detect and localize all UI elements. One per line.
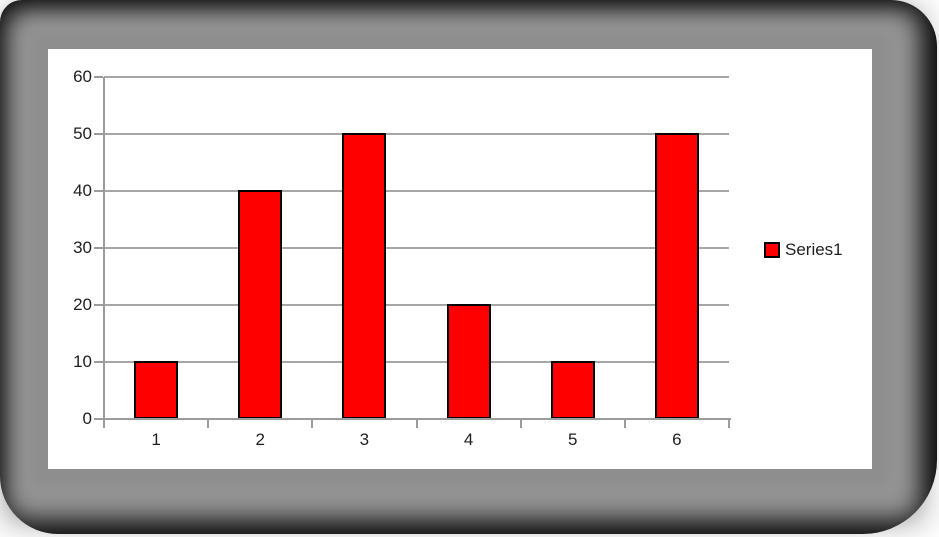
x-axis-tick-label: 5: [568, 430, 578, 449]
x-tick-mark: [207, 420, 210, 428]
y-axis-tick-label: 50: [73, 124, 92, 143]
x-axis-tick-label: 2: [255, 430, 265, 449]
plot-area: 0 10 20 30 40 50 60 1 2 3 4 5 6: [73, 67, 731, 449]
x-tick-mark: [519, 420, 522, 428]
legend: Series1: [764, 241, 843, 259]
y-axis-line: [103, 77, 105, 420]
bar-1: [134, 361, 179, 419]
chart-image: 0 10 20 30 40 50 60 1 2 3 4 5 6 Series1: [48, 49, 872, 469]
legend-color-swatch: [764, 242, 780, 258]
legend-label: Series1: [785, 240, 843, 259]
gridline: [104, 247, 729, 249]
y-axis-tick-label: 20: [73, 295, 92, 314]
y-tick-mark: [94, 76, 103, 78]
x-axis-tick-label: 6: [672, 430, 682, 449]
x-axis-tick-label: 4: [463, 430, 474, 449]
bar-5: [550, 361, 595, 419]
bar-3: [342, 133, 387, 419]
bar-4: [446, 304, 491, 419]
y-tick-mark: [94, 133, 103, 135]
x-tick-mark: [103, 420, 105, 428]
y-axis-tick-label: 40: [73, 181, 92, 200]
gridline: [104, 304, 729, 306]
gridline: [104, 133, 729, 135]
gridline: [104, 76, 729, 78]
x-axis-tick-label: 1: [151, 430, 161, 449]
x-tick-mark: [415, 420, 418, 428]
x-axis-line: [102, 418, 731, 420]
x-tick-mark: [311, 420, 314, 428]
y-tick-mark: [94, 190, 103, 192]
y-axis-tick-label: 0: [82, 409, 92, 428]
y-axis-tick-label: 30: [73, 238, 92, 257]
bar-6: [654, 133, 699, 419]
x-tick-mark: [728, 420, 730, 428]
x-tick-mark: [623, 420, 626, 428]
y-tick-mark: [94, 361, 103, 363]
y-axis-tick-label: 10: [73, 352, 92, 371]
x-axis-tick-label: 3: [359, 430, 370, 449]
y-tick-mark: [94, 418, 103, 420]
gridline: [104, 361, 729, 363]
y-tick-mark: [94, 247, 103, 249]
bar-2: [238, 190, 283, 419]
y-tick-mark: [94, 304, 103, 306]
gridline: [104, 190, 729, 192]
y-axis-tick-label: 60: [73, 67, 92, 86]
